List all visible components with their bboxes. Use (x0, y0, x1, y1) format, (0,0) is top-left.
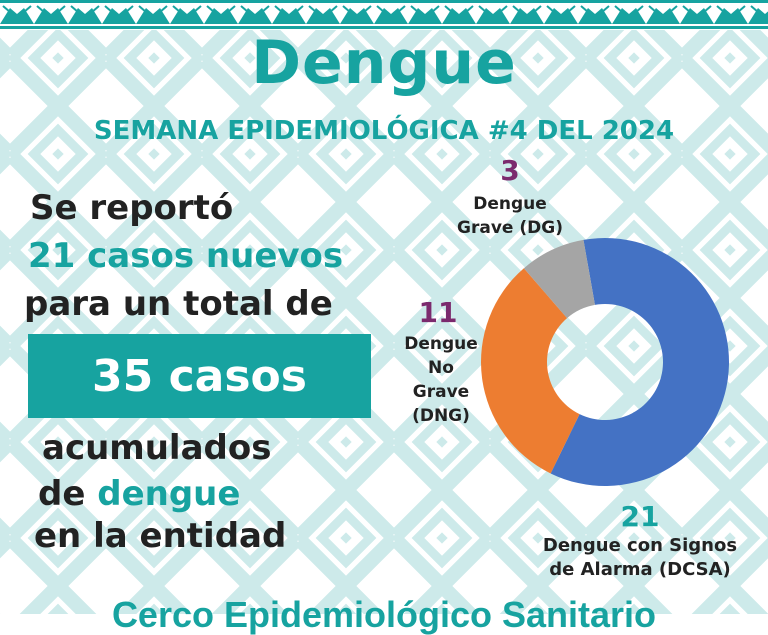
legend-label-dng: Dengue No Grave (DNG) (386, 332, 496, 428)
summary-line-1: Se reportó (30, 188, 234, 228)
label-line: (DNG) (412, 406, 470, 426)
label-line: Dengue (404, 334, 478, 354)
label-line: Grave (DG) (457, 218, 563, 238)
summary-line-6: en la entidad (34, 516, 287, 556)
value-label-dcsa: 21 (620, 500, 660, 533)
summary-new-cases: 21 casos nuevos (28, 236, 344, 276)
label-line: Grave (412, 382, 470, 402)
summary-dengue-highlight: dengue (97, 474, 241, 514)
slice-dcsa (550, 238, 729, 486)
slice-dg (523, 239, 595, 319)
summary-line-4: acumulados (42, 428, 272, 468)
label-line: Dengue con Signos (542, 535, 738, 556)
legend-label-dcsa: Dengue con Signos de Alarma (DCSA) (520, 534, 760, 582)
label-line: Dengue (473, 194, 547, 214)
bottom-heading-clipped: Cerco Epidemiológico Sanitario (111, 594, 657, 635)
page-subtitle: SEMANA EPIDEMIOLÓGICA #4 DEL 2024 (93, 116, 675, 146)
page-title: Dengue (251, 28, 517, 98)
donut-chart (481, 238, 729, 486)
summary-line-3: para un total de (24, 284, 333, 324)
slice-dng (481, 268, 580, 474)
label-line: No (428, 358, 454, 378)
total-cases-box: 35 casos (28, 334, 371, 418)
legend-label-dg: Dengue Grave (DG) (430, 192, 590, 240)
decorative-border (0, 0, 768, 30)
summary-line-5: de dengue (38, 474, 240, 514)
value-label-dng: 11 (418, 296, 458, 329)
summary-line-5-prefix: de (38, 474, 98, 514)
value-label-dg: 3 (500, 154, 520, 187)
label-line: de Alarma (DCSA) (549, 559, 731, 580)
